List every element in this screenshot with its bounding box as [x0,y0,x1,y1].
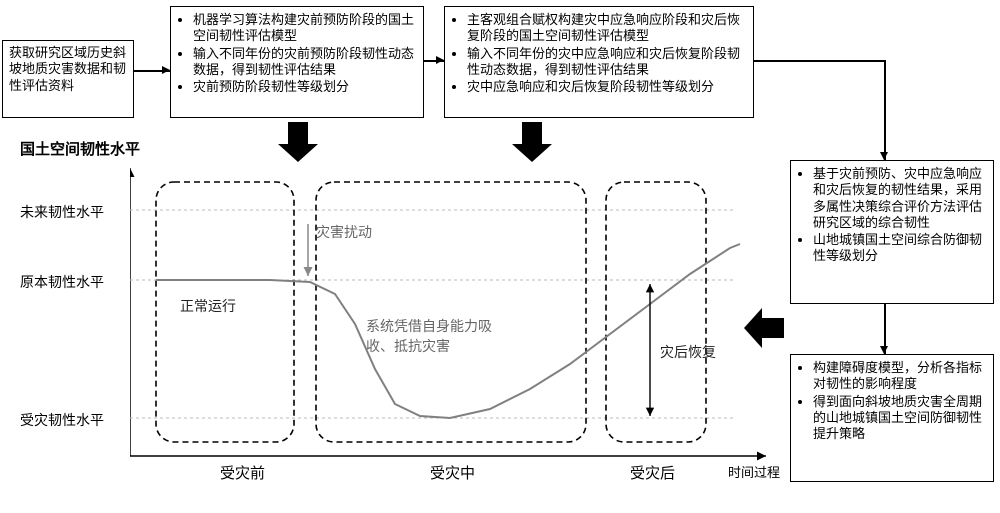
arrowhead-1-2 [162,66,170,74]
phase-after: 受灾后 [630,462,675,483]
annot-disturbance: 灾害扰动 [316,222,372,242]
annot-recover: 灾后恢复 [660,342,716,362]
flow-box-comprehensive: 基于灾前预防、灾中应急响应和灾后恢复的韧性结果，采用多属性决策综合评价方法评估研… [790,160,994,304]
phase-before: 受灾前 [220,462,265,483]
big-arrow-mid [512,122,552,162]
x-axis-label: 时间过程 [728,462,780,481]
ylevel-original: 原本韧性水平 [20,272,104,292]
flow-box-mid-post: 主客观组合赋权构建灾中应急响应阶段和灾后恢复阶段的国土空间韧性评估模型输入不同年… [444,6,754,118]
phase-during: 受灾中 [430,462,475,483]
arrowhead-3-4 [880,152,888,160]
y-axis-label: 国土空间韧性水平 [20,138,140,159]
flow-box-pre: 机器学习算法构建灾前预防阶段的国土空间韧性评估模型输入不同年份的灾前预防阶段韧性… [170,6,424,118]
connector-3-4b [884,60,886,160]
ylevel-future: 未来韧性水平 [20,202,104,222]
arrowhead-2-3 [436,56,444,64]
annot-normal: 正常运行 [180,296,236,316]
flow-box-strategy: 构建障碍度模型，分析各指标对韧性的影响程度得到面向斜坡地质灾害全周期的山地城镇国… [790,354,994,482]
connector-3-4a [754,60,884,62]
arrowhead-4-5 [880,346,888,354]
flow-box-input: 获取研究区域历史斜坡地质灾害数据和韧性评估资料 [2,40,134,118]
annot-absorb: 系统凭借自身能力吸收、抵抗灾害 [366,316,492,356]
big-arrow-pre [278,122,318,162]
ylevel-damaged: 受灾韧性水平 [20,410,104,430]
